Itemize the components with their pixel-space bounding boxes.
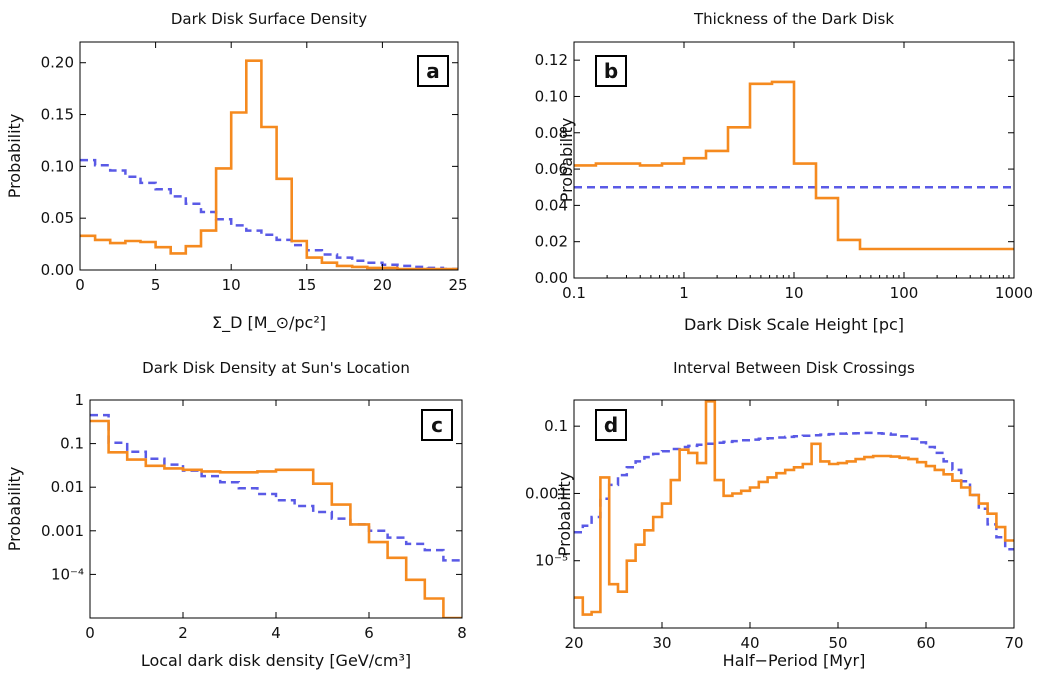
panel-c: Dark Disk Density at Sun's Location 0 2 4 6 8… [5,359,467,670]
badge-box [595,55,627,87]
y-tick-label: 1 [74,391,84,409]
x-tick-label: 1000 [995,284,1033,302]
panel-a: Dark Disk Surface Density 0 5 10 15 20 25 0.00 0… [5,10,468,333]
panel-b: Thickness of the Dark Disk 0.1 1 10 100 1000 0… [535,10,1034,334]
panel-d-frame [573,399,1015,629]
x-tick-label: 15 [297,276,316,294]
panel-d-series-solid [574,400,1014,616]
y-tick-label: 0.1 [60,435,84,453]
panel-a-ylabel: Probability [5,114,24,199]
badge-box [595,409,627,441]
panel-c-ylabel: Probability [5,467,24,552]
panel-d-series-dashed [574,431,1014,551]
x-tick-label: 1 [679,284,689,302]
y-tick-label: 0.10 [535,87,568,105]
x-tick-label: 20 [373,276,392,294]
panel-a-series-dashed [80,158,458,270]
badge-box [417,55,449,87]
panel-b-xlabel: Dark Disk Scale Height [pc] [684,315,904,334]
panel-c-series-dashed [90,413,462,562]
badge-letter: b [604,59,618,83]
y-tick-label: 0.001 [525,484,568,502]
panel-a-badge: a [417,55,449,87]
panel-c-series-solid [90,419,462,618]
y-tick-label: 0.05 [41,209,74,227]
y-tick-label: 0.001 [41,522,84,540]
x-tick-label: 6 [364,624,374,642]
badge-letter: a [426,59,440,83]
panel-b-series-solid [574,80,1014,251]
panel-c-frame [89,399,463,619]
x-tick-label: 70 [1004,634,1023,652]
y-tick-label: 0.12 [535,51,568,69]
y-tick-label: 0.06 [535,160,568,178]
x-tick-label: 30 [652,634,671,652]
panel-c-title: Dark Disk Density at Sun's Location [142,359,410,377]
panel-a-title: Dark Disk Surface Density [171,10,367,28]
panel-d-ylabel: Probability [555,472,574,557]
badge-letter: d [604,413,618,437]
y-tick-label: 0.00 [535,269,568,287]
badge-box [421,409,453,441]
x-tick-label: 100 [890,284,919,302]
y-tick-label: 0.04 [535,196,568,214]
x-tick-label: 40 [740,634,759,652]
y-tick-label: 10⁻⁴ [51,565,84,583]
x-tick-label: 0.1 [562,284,586,302]
y-tick-label: 0.15 [41,106,74,124]
x-tick-label: 25 [448,276,467,294]
y-tick-label: 0.08 [535,124,568,142]
x-tick-label: 4 [271,624,281,642]
x-tick-label: 0 [85,624,95,642]
y-tick-label: 0.20 [41,54,74,72]
y-tick-label: 0.00 [41,261,74,279]
x-tick-label: 5 [151,276,161,294]
x-tick-label: 0 [75,276,85,294]
x-tick-label: 20 [564,634,583,652]
y-tick-label: 10⁻⁵ [535,552,568,570]
panel-a-xlabel: Σ_D [M_⊙/pc²] [212,313,326,333]
panel-d-badge: d [595,409,627,441]
y-tick-label: 0.10 [41,157,74,175]
panel-d: Interval Between Disk Crossings 20 30 40 50 6… [525,359,1024,670]
x-tick-label: 2 [178,624,188,642]
x-tick-label: 50 [828,634,847,652]
x-tick-label: 10 [222,276,241,294]
y-tick-label: 0.1 [544,417,568,435]
x-tick-label: 60 [916,634,935,652]
panel-c-xlabel: Local dark disk density [GeV/cm³] [141,651,411,670]
y-tick-label: 0.02 [535,233,568,251]
panel-d-title: Interval Between Disk Crossings [673,359,915,377]
x-tick-label: 10 [784,284,803,302]
panel-d-xlabel: Half−Period [Myr] [723,651,866,670]
panel-b-ylabel: Probability [557,118,576,203]
panel-b-title: Thickness of the Dark Disk [693,10,894,28]
x-tick-label: 8 [457,624,467,642]
panel-b-badge: b [595,55,627,87]
y-tick-label: 0.01 [51,478,84,496]
panel-c-badge: c [421,409,453,441]
badge-letter: c [431,413,443,437]
panel-a-series-solid [80,59,458,270]
panel-a-frame [79,41,459,271]
